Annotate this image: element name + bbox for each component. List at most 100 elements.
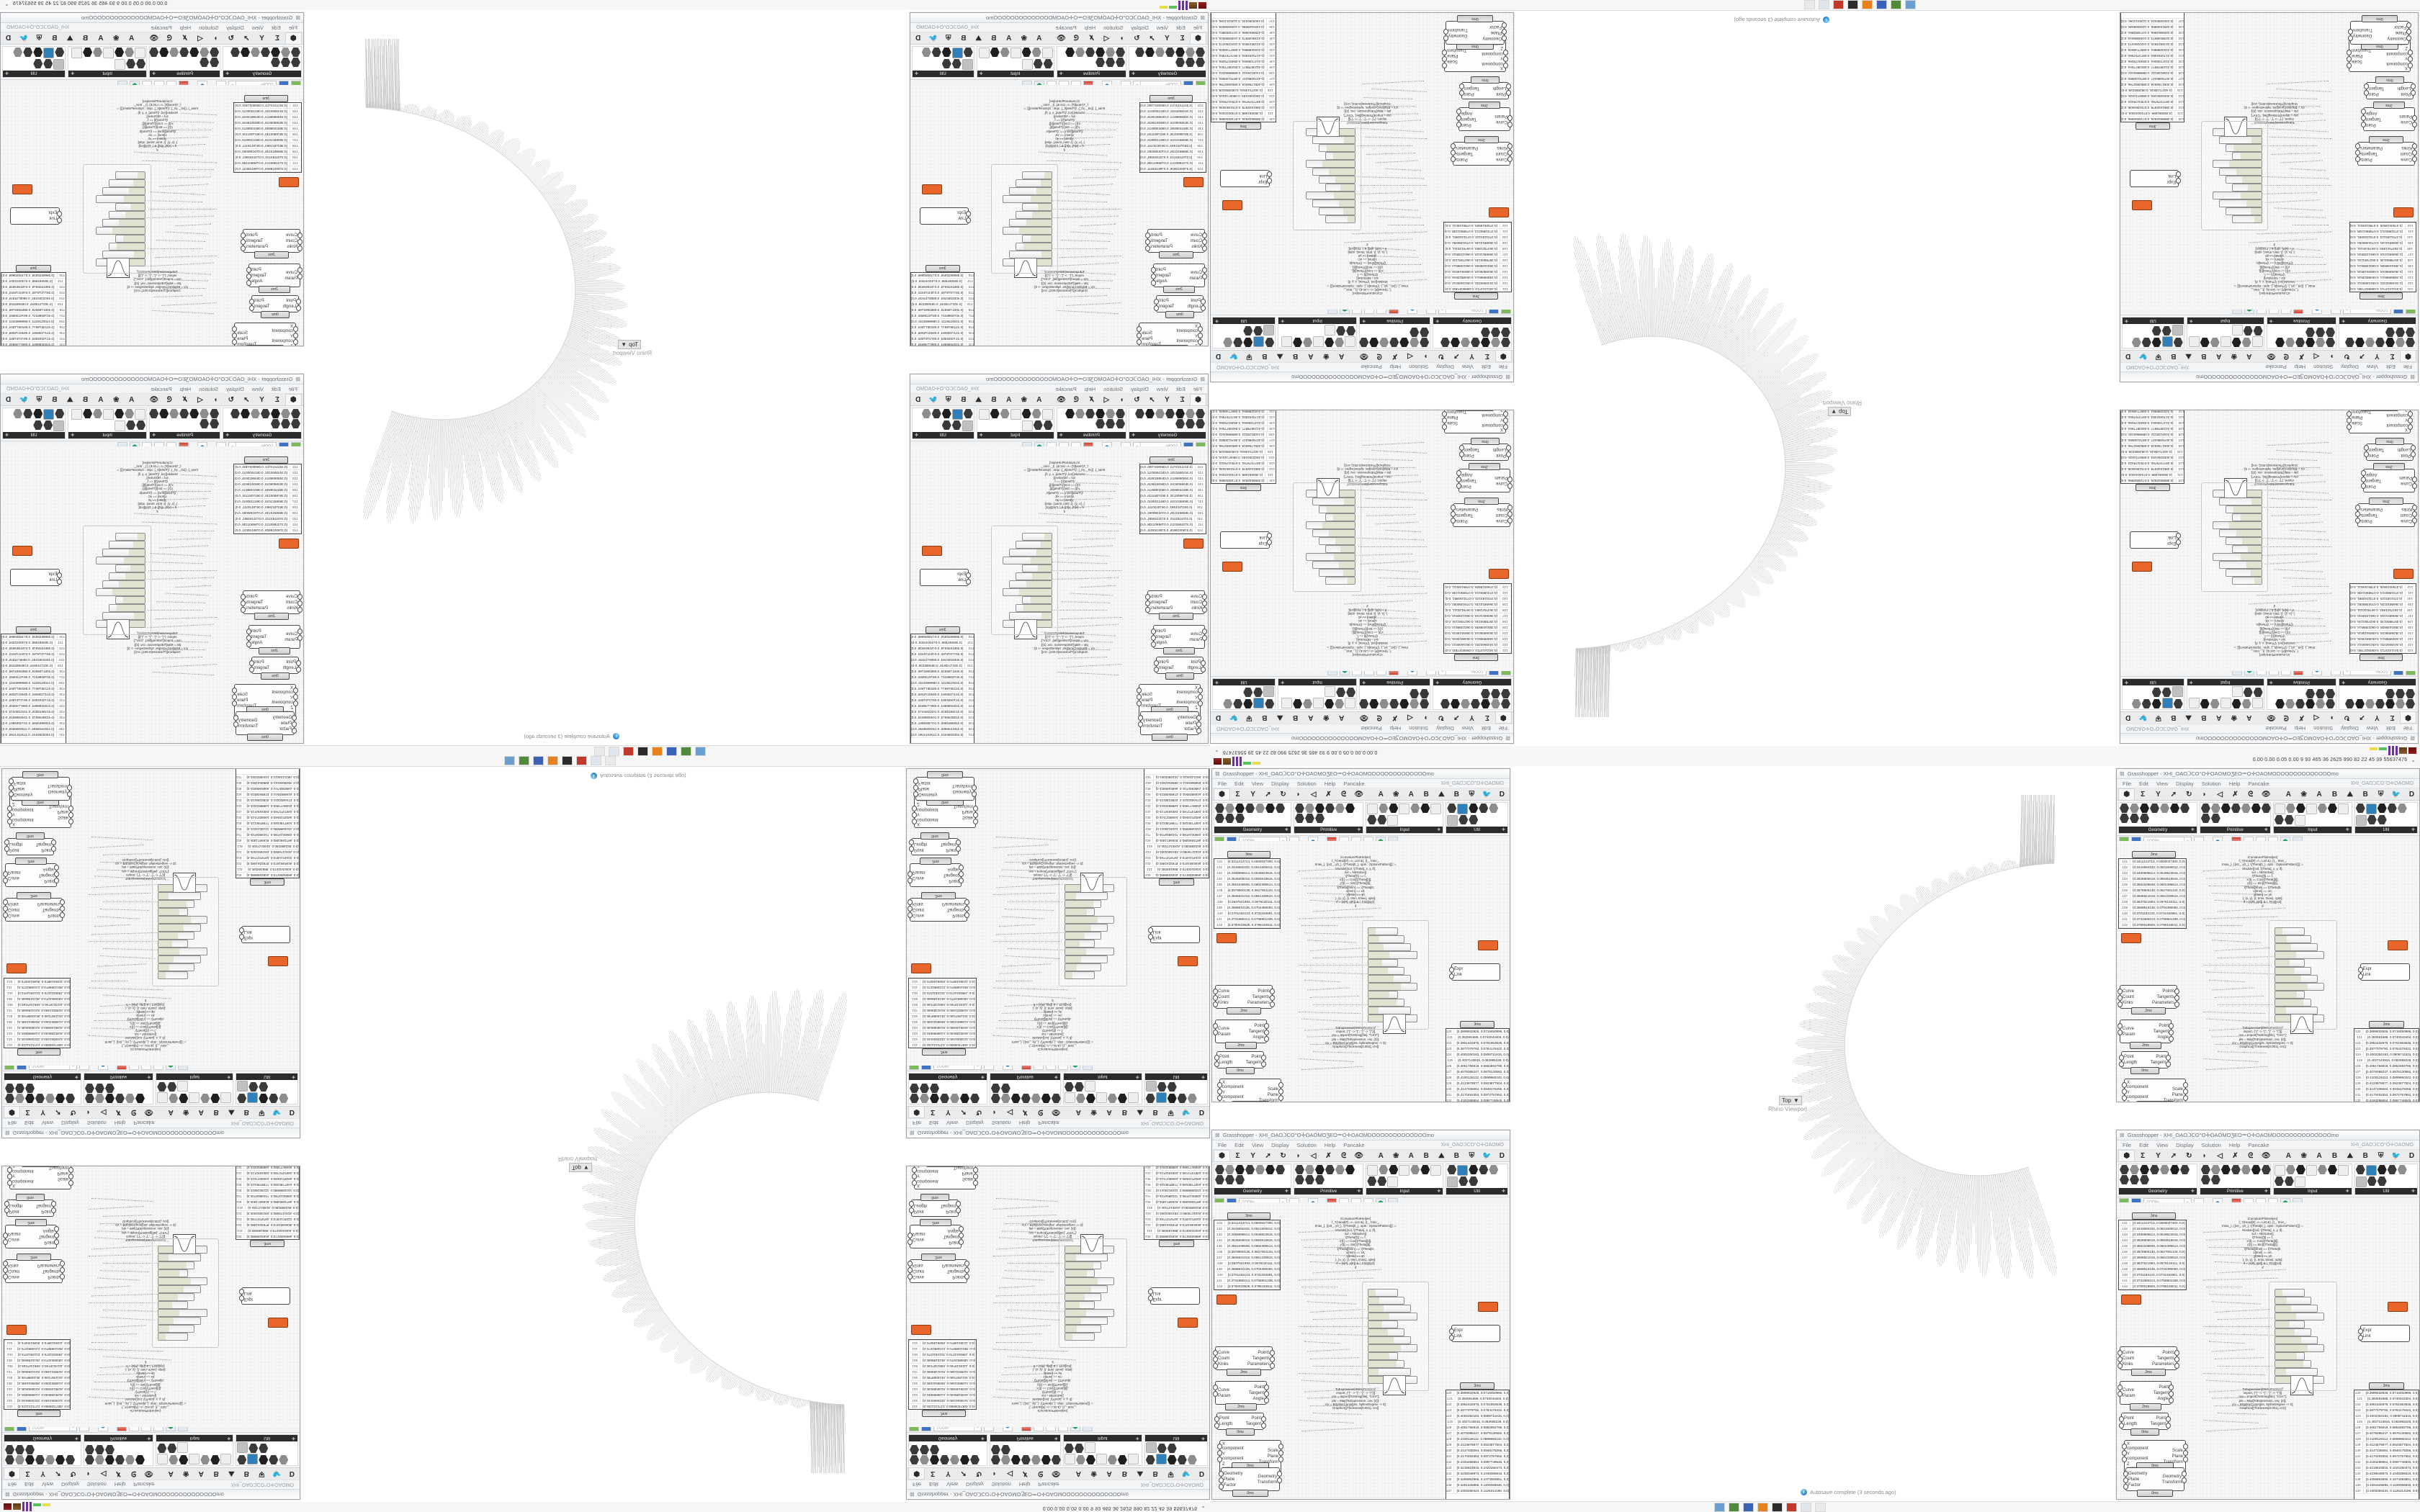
pin-icon[interactable]: ✚ (1435, 680, 1440, 684)
input-port-curve[interactable]: Curve (2400, 157, 2412, 162)
colour-swatch-param-2[interactable] (1222, 200, 1242, 210)
colour-swatch-param-2[interactable] (2132, 200, 2152, 210)
output-port-parameters[interactable]: Parameters (1456, 145, 1479, 150)
input-nub[interactable] (966, 572, 971, 578)
component-icon[interactable] (1021, 59, 1033, 70)
component-icon[interactable] (1225, 804, 1234, 813)
output-nub[interactable] (2348, 29, 2353, 35)
script-panel-secondary[interactable]: ToExpression[StringReplace[ import, {"{"… (1293, 1025, 1418, 1102)
component-icon[interactable] (83, 48, 92, 57)
pin-icon[interactable]: ✚ (1281, 318, 1285, 323)
ribbon[interactable]: Geometry ✚ Primitive ✚ Input ✚ Util ✚ (1212, 801, 1510, 836)
component-icon[interactable] (1314, 814, 1325, 823)
component-evaluate-curve[interactable]: Curve Param Point Tangent Angle (1213, 1020, 1269, 1043)
ribbon-group-util[interactable]: Util ✚ (1212, 678, 1276, 710)
ribbon-group-input[interactable]: Input ✚ (1366, 1164, 1444, 1195)
ribbon[interactable]: Geometry ✚ Primitive ✚ Input ✚ Util ✚ (1, 45, 303, 80)
input-nub[interactable] (3, 912, 8, 918)
tab-params-tab[interactable]: ⬢ (908, 1107, 926, 1118)
input-port-geometry[interactable]: Geometry (14, 792, 33, 797)
component-icon[interactable] (1146, 1455, 1155, 1464)
component-icon[interactable] (93, 409, 102, 418)
output-nub[interactable] (1145, 239, 1150, 245)
tab-maths-tab[interactable]: Σ (2390, 714, 2395, 722)
input-nub[interactable] (1202, 607, 1207, 613)
output-port-angle[interactable]: Angle (2366, 111, 2378, 116)
ribbon-group-icons[interactable] (1128, 408, 1206, 432)
input-nub[interactable] (2176, 533, 2181, 539)
component-icon[interactable] (1086, 1455, 1095, 1464)
component-outputs[interactable]: Point Tangent (1462, 444, 1482, 460)
component-icon[interactable] (1010, 48, 1021, 58)
component-icon[interactable] (71, 409, 83, 420)
ribbon-group-icons[interactable] (2119, 803, 2198, 827)
bar-icon-2[interactable] (2392, 747, 2394, 755)
component-icon[interactable] (291, 48, 300, 57)
component-outputs[interactable]: Points Tangents Parameters (1453, 504, 1480, 526)
output-nub[interactable] (241, 600, 246, 606)
tab-params-tab[interactable]: ⬢ (2399, 351, 2416, 362)
component-icon[interactable] (1108, 1094, 1117, 1103)
ribbon-tab-strip[interactable]: ⬢ Σ Y ➚ ↻ ◗ ◁ ✗ ᘓ 👁 A ❀ A B ⛰ B ⛨ 🐦 D (910, 32, 1208, 45)
component-icon[interactable] (1346, 326, 1355, 336)
component-icon[interactable] (1253, 698, 1265, 708)
output-port-tangent[interactable]: Tangent (2366, 117, 2382, 122)
component-icon[interactable] (940, 1455, 949, 1464)
firefox-icon[interactable] (1757, 1503, 1768, 1512)
tab-intersect-tab[interactable]: ✗ (1088, 34, 1095, 42)
component-icon[interactable] (71, 48, 83, 58)
number-slider[interactable] (2275, 967, 2312, 975)
component-icon[interactable] (1489, 804, 1499, 813)
ribbon-group-icons[interactable] (1128, 47, 1206, 71)
component-expression[interactable]: Expr Link (919, 207, 971, 225)
output-port-tangent[interactable]: Tangent (940, 842, 956, 846)
pin-icon[interactable]: ✚ (2125, 680, 2129, 684)
component-geometry-scale[interactable]: Geometry Plane Factor Geometry Transform (1138, 711, 1201, 735)
input-nub[interactable] (3, 1239, 8, 1245)
output-nub[interactable] (1456, 109, 1461, 114)
output-port-tangents[interactable]: Tangents (946, 907, 964, 912)
close-icon[interactable]: ⊠ (295, 376, 300, 382)
ribbon-group-icons[interactable] (1358, 685, 1430, 709)
tab-addon-shield-tab[interactable]: ⛨ (2155, 352, 2161, 361)
rhino-icon[interactable] (1772, 1503, 1783, 1512)
input-nub[interactable] (3, 1274, 8, 1279)
component-icon[interactable] (1135, 409, 1144, 418)
output-nub[interactable] (1459, 90, 1464, 96)
slider-fill[interactable] (2275, 1015, 2291, 1022)
input-nub[interactable] (2408, 63, 2413, 68)
output-nub[interactable] (1442, 56, 1447, 62)
output-port-plane[interactable]: Plane (2352, 415, 2363, 419)
component-icon[interactable] (1379, 699, 1389, 708)
component-icon[interactable] (1325, 325, 1336, 336)
tab-intersect-tab[interactable]: ✗ (115, 1470, 122, 1478)
input-nub[interactable] (1196, 721, 1201, 727)
component-icon[interactable] (269, 1094, 278, 1103)
component-icon[interactable] (960, 1094, 969, 1103)
pin-icon[interactable]: ✚ (1437, 828, 1441, 832)
component-icon[interactable] (1145, 409, 1155, 418)
secondary-list-panel[interactable]: 131 {0.3411413713, 0.0500027300, 0.0} 132{… (1443, 222, 1512, 292)
menu-item-file[interactable]: File (913, 1120, 922, 1127)
pin-icon[interactable]: ✚ (2345, 828, 2349, 832)
input-nub[interactable] (912, 806, 917, 811)
input-nub[interactable] (9, 791, 14, 797)
ribbon-group-input[interactable]: Input ✚ (1062, 1073, 1142, 1104)
component-icon[interactable] (1410, 804, 1420, 813)
input-port-x-component[interactable]: X component (12, 1179, 34, 1187)
tab-addon-b-tab[interactable]: B (1292, 352, 1299, 361)
menu-item-file[interactable]: File (288, 24, 297, 31)
component-icon[interactable] (1215, 814, 1224, 823)
input-nub[interactable] (1202, 239, 1207, 245)
input-nub[interactable] (3, 906, 8, 912)
component-outputs[interactable]: Point Tangent (34, 1200, 53, 1216)
slider-fill[interactable] (1368, 1015, 1384, 1022)
output-nub[interactable] (2361, 115, 2366, 121)
